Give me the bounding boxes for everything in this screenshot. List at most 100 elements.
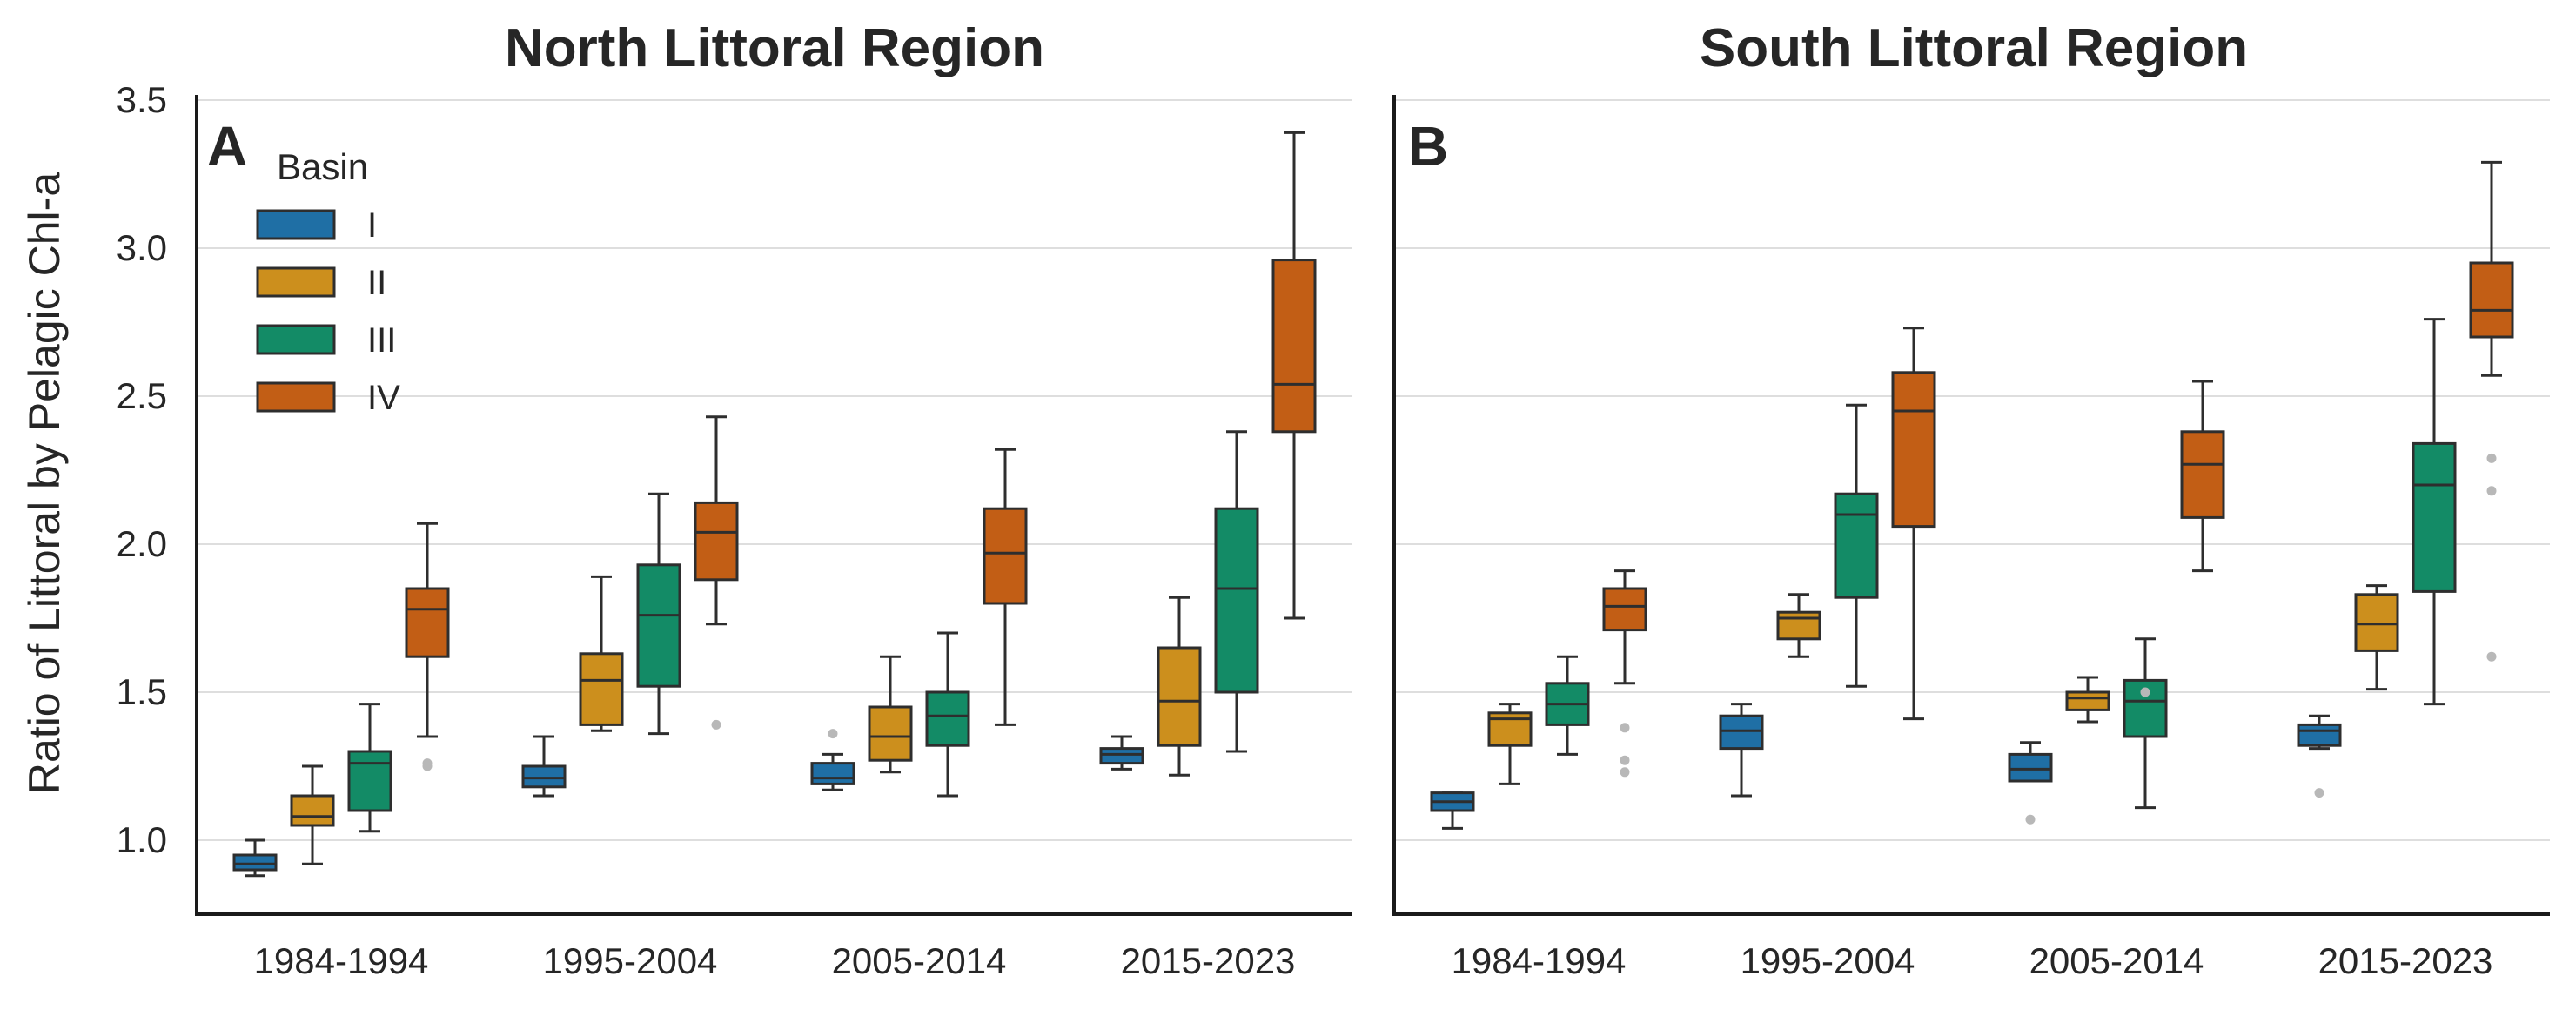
y-tick-label: 2.0: [117, 523, 167, 564]
legend-item-iii: III: [256, 321, 396, 360]
outlier-point: [2140, 687, 2150, 697]
box-body: [1099, 747, 1144, 765]
legend: Basin I II III IV: [256, 146, 400, 417]
y-tick-label: 2.5: [117, 375, 167, 416]
box-body: [1214, 507, 1259, 694]
box-iii-1995-2004: [636, 492, 681, 736]
box-body: [1271, 259, 1317, 434]
outlier-point: [422, 758, 433, 769]
box-i-1995-2004: [521, 735, 567, 798]
box-iv-1984-1994: [1602, 569, 1647, 778]
box-body: [1602, 587, 1647, 632]
x-tick-label: 1995-2004: [543, 940, 718, 981]
legend-label-ii: II: [367, 264, 386, 302]
outlier-point: [1620, 755, 1630, 765]
legend-swatch-ii: [256, 266, 336, 298]
x-tick-label: 1995-2004: [1741, 940, 1915, 981]
box-body: [2469, 261, 2514, 339]
y-axis-label: Ratio of Littoral by Pelagic Chl-a: [20, 172, 69, 794]
legend-label-i: I: [367, 206, 377, 245]
box-body: [925, 690, 970, 747]
plot-area-a: 1.0 1.5 2.0 2.5 3.0 3.5 1984-1994 1995-2004 2005…: [117, 79, 1352, 981]
box-iv-1995-2004: [1891, 327, 1936, 721]
box-iii-1984-1994: [1545, 655, 1590, 756]
box-body: [868, 705, 913, 762]
x-tick-label: 1984-1994: [1452, 940, 1627, 981]
box-iii-2005-2014: [2123, 637, 2168, 810]
outlier-point: [711, 719, 721, 730]
outlier-point: [2486, 453, 2497, 463]
panel-b-label: B: [1408, 115, 1448, 178]
box-body: [2412, 441, 2457, 593]
box-i-2005-2014: [810, 729, 855, 791]
x-tick-label: 2005-2014: [2029, 940, 2204, 981]
box-ii-2005-2014: [868, 655, 913, 774]
box-body: [290, 794, 335, 827]
y-tick-label: 1.0: [117, 819, 167, 860]
box-body: [2297, 723, 2342, 747]
box-ii-1995-2004: [1776, 593, 1821, 658]
legend-swatch-i: [256, 209, 336, 240]
box-i-2015-2023: [1099, 735, 1144, 771]
x-tick-label: 1984-1994: [254, 940, 429, 981]
box-body: [983, 507, 1028, 605]
panel-a-title: North Littoral Region: [505, 18, 1044, 78]
legend-item-i: I: [256, 206, 377, 245]
box-i-1984-1994: [1430, 791, 1475, 830]
x-tick-label: 2015-2023: [1121, 940, 1296, 981]
x-tick-label: 2005-2014: [832, 940, 1007, 981]
box-ii-1984-1994: [1487, 703, 1533, 785]
box-body: [521, 764, 567, 789]
box-iv-2015-2023: [1271, 131, 1317, 620]
box-body: [1157, 646, 1202, 747]
box-body: [232, 853, 278, 872]
box-iii-1984-1994: [347, 703, 392, 833]
outlier-point: [1620, 767, 1630, 778]
box-body: [579, 652, 624, 726]
box-body: [2180, 430, 2225, 519]
legend-item-ii: II: [256, 264, 386, 302]
box-iii-2015-2023: [1214, 430, 1259, 753]
box-i-2005-2014: [2008, 741, 2053, 825]
panel-a-label: A: [207, 115, 247, 178]
legend-swatch-iv: [256, 381, 336, 413]
box-i-1984-1994: [232, 838, 278, 878]
box-iii-1995-2004: [1834, 403, 1879, 688]
outlier-point: [1620, 723, 1630, 733]
panel-a: 1.0 1.5 2.0 2.5 3.0 3.5 1984-1994 1995-2004 2005…: [117, 18, 1352, 981]
legend-label-iv: IV: [367, 379, 400, 417]
box-iv-1995-2004: [694, 415, 739, 730]
box-iv-2015-2023: [2469, 160, 2514, 662]
panel-b: 1984-1994 1995-2004 2005-2014 2015-2023 Sou…: [1392, 18, 2550, 981]
outlier-point: [828, 729, 838, 739]
legend-item-iv: IV: [256, 379, 400, 417]
box-body: [1891, 371, 1936, 529]
outlier-point: [2314, 788, 2324, 798]
legend-swatch-iii: [256, 324, 336, 355]
box-ii-2015-2023: [2354, 584, 2399, 691]
box-iv-2005-2014: [983, 448, 1028, 726]
box-ii-2005-2014: [2065, 676, 2110, 724]
box-body: [2354, 593, 2399, 652]
outlier-point: [2486, 651, 2497, 662]
box-ii-1984-1994: [290, 764, 335, 865]
box-i-1995-2004: [1719, 703, 1764, 798]
plot-area-b: 1984-1994 1995-2004 2005-2014 2015-2023: [1392, 95, 2550, 981]
box-body: [694, 501, 739, 582]
box-i-2015-2023: [2297, 714, 2342, 798]
legend-title: Basin: [277, 146, 368, 187]
outlier-point: [2486, 486, 2497, 496]
box-ii-2015-2023: [1157, 596, 1202, 777]
box-body: [2008, 752, 2053, 783]
box-iv-2005-2014: [2180, 380, 2225, 573]
box-body: [1776, 610, 1821, 641]
box-iv-1984-1994: [405, 522, 450, 771]
outlier-point: [2025, 814, 2036, 825]
box-ii-1995-2004: [579, 575, 624, 732]
box-body: [2065, 690, 2110, 711]
box-iii-2015-2023: [2412, 318, 2457, 706]
box-body: [810, 762, 855, 785]
legend-label-iii: III: [367, 321, 396, 360]
y-tick-label: 1.5: [117, 671, 167, 712]
